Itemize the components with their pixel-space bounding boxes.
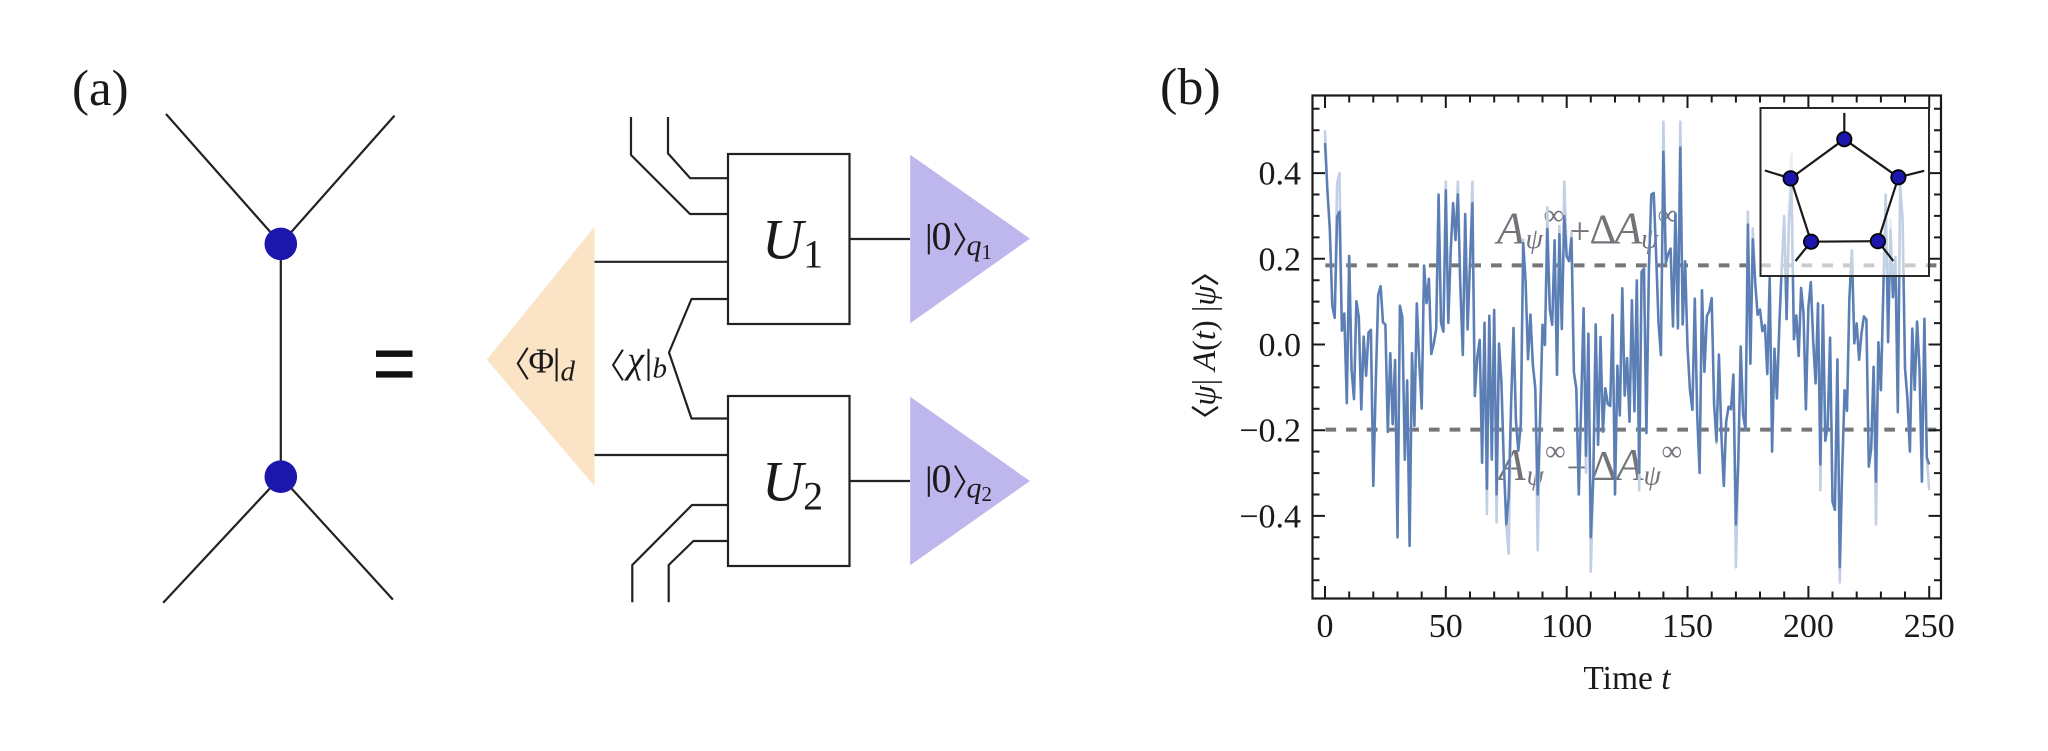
svg-text:d: d: [561, 355, 576, 387]
svg-text:A: A: [1494, 204, 1525, 254]
svg-text:50: 50: [1429, 608, 1463, 645]
svg-text:0: 0: [932, 456, 952, 501]
svg-text:−0.4: −0.4: [1239, 498, 1301, 535]
svg-text:∞: ∞: [1662, 436, 1683, 468]
svg-text:q: q: [967, 229, 982, 262]
svg-text:1: 1: [982, 240, 993, 264]
svg-text:150: 150: [1662, 608, 1713, 645]
svg-text:ψ: ψ: [1644, 461, 1662, 492]
svg-text:(a): (a): [72, 61, 129, 117]
svg-text:0: 0: [932, 214, 952, 259]
svg-text:0.0: 0.0: [1259, 327, 1302, 364]
svg-text:Δ: Δ: [1590, 208, 1617, 254]
svg-text:ψ: ψ: [1526, 224, 1544, 255]
svg-text:b: b: [653, 353, 668, 385]
svg-text:100: 100: [1541, 608, 1592, 645]
svg-text:2: 2: [982, 482, 993, 506]
svg-text:q: q: [967, 471, 982, 504]
svg-text:(b): (b): [1160, 59, 1221, 116]
svg-text:250: 250: [1904, 608, 1955, 645]
svg-text:200: 200: [1783, 608, 1834, 645]
svg-text:ψ| A(t) |ψ: ψ| A(t) |ψ: [1187, 285, 1223, 406]
svg-text:Φ: Φ: [529, 342, 555, 381]
svg-text:Time t: Time t: [1583, 660, 1671, 697]
svg-text:0.4: 0.4: [1259, 156, 1302, 193]
svg-text:−0.2: −0.2: [1239, 413, 1301, 450]
svg-text:0: 0: [1317, 608, 1334, 645]
svg-text:χ: χ: [623, 340, 645, 382]
svg-text:0.2: 0.2: [1259, 241, 1302, 278]
svg-text:∞: ∞: [1545, 436, 1566, 468]
svg-text:A: A: [1612, 204, 1643, 254]
svg-text:+: +: [1569, 211, 1590, 253]
